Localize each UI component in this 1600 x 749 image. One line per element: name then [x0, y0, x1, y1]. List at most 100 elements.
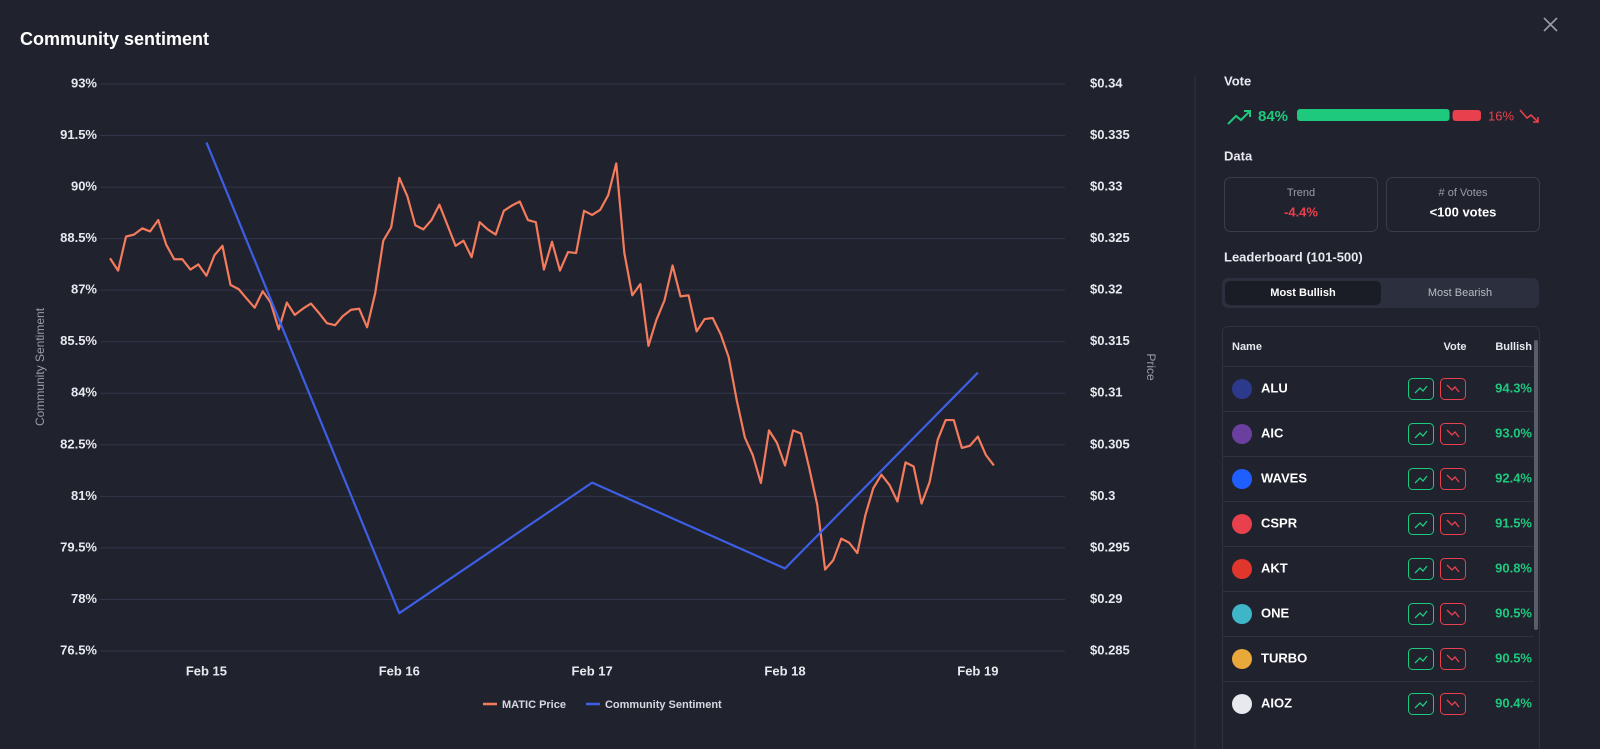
trend-card	[1224, 177, 1378, 232]
y2-tick-label: $0.335	[1090, 127, 1130, 142]
down-icon-head	[1533, 117, 1539, 123]
column-header: Name	[1232, 341, 1262, 353]
token-symbol: AIOZ	[1261, 695, 1292, 710]
tab-label[interactable]: Most Bullish	[1270, 287, 1336, 299]
scrollbar[interactable]	[1534, 340, 1538, 630]
up-arrow	[1414, 520, 1428, 529]
token-icon	[1232, 379, 1252, 399]
token-icon	[1232, 469, 1252, 489]
bullish-percent: 92.4%	[1495, 470, 1532, 485]
vote-down-button[interactable]	[1440, 648, 1466, 670]
close-button[interactable]	[1543, 17, 1558, 32]
vote-up-button[interactable]	[1408, 378, 1434, 400]
vote-up-button[interactable]	[1408, 468, 1434, 490]
y2-tick-label: $0.31	[1090, 385, 1123, 400]
leaderboard-title: Leaderboard (101-500)	[1224, 249, 1363, 264]
vote-down-button[interactable]	[1440, 378, 1466, 400]
vote-down-button[interactable]	[1440, 693, 1466, 715]
window-title: Community sentiment	[20, 29, 209, 49]
vote-up-button[interactable]	[1408, 513, 1434, 535]
vote-up-button[interactable]	[1408, 648, 1434, 670]
y-tick-label: 84%	[71, 385, 97, 400]
bullish-percent: 90.8%	[1495, 560, 1532, 575]
token-symbol: CSPR	[1261, 515, 1298, 530]
x-tick-label: Feb 17	[572, 663, 613, 678]
up-arrow	[1414, 565, 1428, 574]
y-tick-label: 79.5%	[60, 539, 97, 554]
tab-active[interactable]	[1225, 281, 1381, 305]
up-arrow	[1414, 430, 1428, 439]
y2-tick-label: $0.285	[1090, 642, 1130, 657]
up-icon-head	[1244, 110, 1251, 117]
y-tick-label: 87%	[71, 282, 97, 297]
vote-label: 84%	[1258, 108, 1288, 125]
y2-tick-label: $0.33	[1090, 179, 1123, 194]
down-arrow	[1446, 474, 1460, 483]
vote-up-button[interactable]	[1408, 603, 1434, 625]
y2-tick-label: $0.29	[1090, 591, 1123, 606]
y-tick-label: 85.5%	[60, 333, 97, 348]
up-arrow	[1414, 655, 1428, 664]
bullish-percent: 91.5%	[1495, 515, 1532, 530]
token-symbol: AIC	[1261, 425, 1284, 440]
token-symbol: AKT	[1261, 560, 1288, 575]
vote-down-button[interactable]	[1440, 513, 1466, 535]
x-tick-label: Feb 18	[764, 663, 805, 678]
y-tick-label: 78%	[71, 591, 97, 606]
up-arrow	[1414, 700, 1428, 709]
token-icon	[1232, 694, 1252, 714]
series-line	[109, 162, 995, 571]
up-icon	[1227, 110, 1251, 125]
down-arrow	[1446, 654, 1460, 663]
series-line	[205, 142, 979, 615]
up-arrow	[1414, 385, 1428, 394]
data-title: Data	[1224, 148, 1253, 163]
tab-label[interactable]: Most Bearish	[1428, 287, 1492, 299]
vote-up-button[interactable]	[1408, 693, 1434, 715]
y-tick-label: 82.5%	[60, 436, 97, 451]
vote-bar	[1297, 109, 1450, 121]
column-header: Bullish	[1495, 341, 1532, 353]
x-tick-label: Feb 19	[957, 663, 998, 678]
token-symbol: ONE	[1261, 605, 1290, 620]
card-label: # of Votes	[1439, 187, 1488, 199]
card-value: <100 votes	[1430, 204, 1497, 219]
y2-tick-label: $0.3	[1090, 488, 1115, 503]
bullish-percent: 90.4%	[1495, 695, 1532, 710]
y-axis-title: Community Sentiment	[33, 307, 47, 426]
token-symbol: ALU	[1261, 380, 1288, 395]
legend-label: Community Sentiment	[605, 699, 722, 711]
token-symbol: TURBO	[1261, 650, 1307, 665]
down-arrow	[1446, 384, 1460, 393]
vote-down-button[interactable]	[1440, 468, 1466, 490]
down-arrow	[1446, 429, 1460, 438]
y2-tick-label: $0.325	[1090, 230, 1130, 245]
y-tick-label: 88.5%	[60, 230, 97, 245]
y2-axis-title: Price	[1144, 353, 1158, 381]
down-arrow	[1446, 699, 1460, 708]
down-arrow	[1446, 564, 1460, 573]
card-label: Trend	[1287, 187, 1315, 199]
vote-down-button[interactable]	[1440, 423, 1466, 445]
bullish-percent: 93.0%	[1495, 425, 1532, 440]
vote-down-button[interactable]	[1440, 558, 1466, 580]
vote-down-button[interactable]	[1440, 603, 1466, 625]
y-tick-label: 91.5%	[60, 127, 97, 142]
card-value: -4.4%	[1284, 204, 1318, 219]
bullish-percent: 90.5%	[1495, 605, 1532, 620]
token-icon	[1232, 424, 1252, 444]
table-frame	[1222, 326, 1540, 749]
bullish-percent: 90.5%	[1495, 650, 1532, 665]
up-arrow	[1414, 610, 1428, 619]
token-icon	[1232, 559, 1252, 579]
x-tick-label: Feb 16	[379, 663, 420, 678]
x-tick-label: Feb 15	[186, 663, 227, 678]
up-arrow	[1414, 475, 1428, 484]
vote-bar	[1452, 110, 1481, 121]
vote-up-button[interactable]	[1408, 558, 1434, 580]
down-arrow	[1446, 609, 1460, 618]
vote-up-button[interactable]	[1408, 423, 1434, 445]
y2-tick-label: $0.295	[1090, 539, 1130, 554]
y-tick-label: 93%	[71, 75, 97, 90]
